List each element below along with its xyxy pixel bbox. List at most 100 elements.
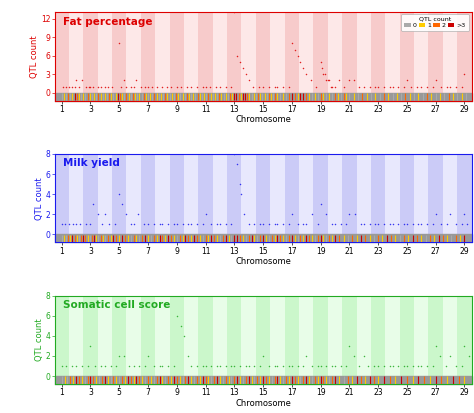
Bar (400, 154, 414, 242)
Point (120, 77, 128, 84)
Point (183, 83, 191, 90)
Point (279, 83, 287, 90)
Point (230, 363, 238, 369)
Point (415, 363, 422, 369)
Point (327, 83, 335, 90)
Point (98, 221, 106, 228)
Point (429, 363, 437, 369)
Point (59, 83, 67, 90)
Point (394, 221, 402, 228)
Point (141, 83, 149, 90)
Bar (170, 296, 184, 384)
Point (123, 83, 130, 90)
Point (328, 221, 336, 228)
Point (400, 363, 408, 369)
Point (308, 211, 316, 218)
Point (429, 83, 437, 90)
Point (351, 211, 359, 218)
Point (331, 363, 339, 369)
Point (216, 221, 224, 228)
Point (242, 71, 250, 78)
Bar (55, 12, 69, 101)
Point (360, 83, 367, 90)
Point (144, 83, 152, 90)
Point (464, 221, 471, 228)
Point (446, 83, 454, 90)
Point (193, 363, 201, 369)
Point (323, 363, 330, 369)
X-axis label: Chromosome: Chromosome (235, 257, 291, 266)
Point (285, 221, 293, 228)
Point (380, 83, 388, 90)
Point (438, 221, 445, 228)
Y-axis label: QTL count: QTL count (35, 177, 44, 220)
Point (314, 363, 321, 369)
Point (255, 83, 263, 90)
Point (242, 363, 250, 369)
Point (236, 363, 244, 369)
Point (256, 221, 264, 228)
Point (222, 363, 229, 369)
Point (271, 363, 278, 369)
Point (187, 363, 195, 369)
Bar (170, 12, 184, 101)
Point (259, 221, 267, 228)
X-axis label: Chromosome: Chromosome (235, 116, 291, 124)
Point (323, 211, 330, 218)
Point (300, 65, 307, 71)
Point (436, 353, 444, 359)
Point (294, 52, 301, 59)
Point (245, 77, 253, 84)
Point (386, 363, 393, 369)
Point (61, 221, 68, 228)
Point (85, 83, 93, 90)
Point (438, 83, 445, 90)
Bar (227, 296, 241, 384)
Point (130, 83, 137, 90)
Point (458, 83, 465, 90)
Point (87, 83, 94, 90)
Point (236, 181, 244, 188)
Point (156, 221, 164, 228)
Point (400, 83, 408, 90)
Point (366, 83, 374, 90)
Point (346, 211, 353, 218)
Bar (428, 296, 443, 384)
Point (265, 363, 273, 369)
Point (366, 221, 374, 228)
Point (230, 151, 238, 157)
Point (291, 46, 299, 53)
Point (202, 363, 210, 369)
Point (249, 83, 257, 90)
Point (343, 363, 350, 369)
Point (177, 323, 185, 329)
Point (230, 9, 238, 16)
Point (423, 363, 431, 369)
Point (73, 363, 80, 369)
Point (273, 221, 281, 228)
Point (75, 83, 83, 90)
Point (471, 363, 474, 369)
Point (73, 221, 80, 228)
Point (233, 161, 241, 167)
Point (389, 221, 396, 228)
Point (193, 83, 201, 90)
Point (133, 77, 140, 84)
Bar (141, 154, 155, 242)
Point (140, 221, 147, 228)
Point (350, 77, 357, 84)
Bar (342, 296, 356, 384)
Bar (198, 154, 213, 242)
X-axis label: Chromosome: Chromosome (235, 399, 291, 408)
Point (199, 221, 207, 228)
Point (321, 71, 328, 78)
Bar (428, 12, 443, 101)
Bar (400, 296, 414, 384)
Point (259, 353, 267, 359)
Point (380, 363, 388, 369)
Point (82, 83, 90, 90)
Point (101, 83, 109, 90)
Point (350, 353, 357, 359)
Bar (55, 296, 69, 384)
Point (150, 221, 157, 228)
